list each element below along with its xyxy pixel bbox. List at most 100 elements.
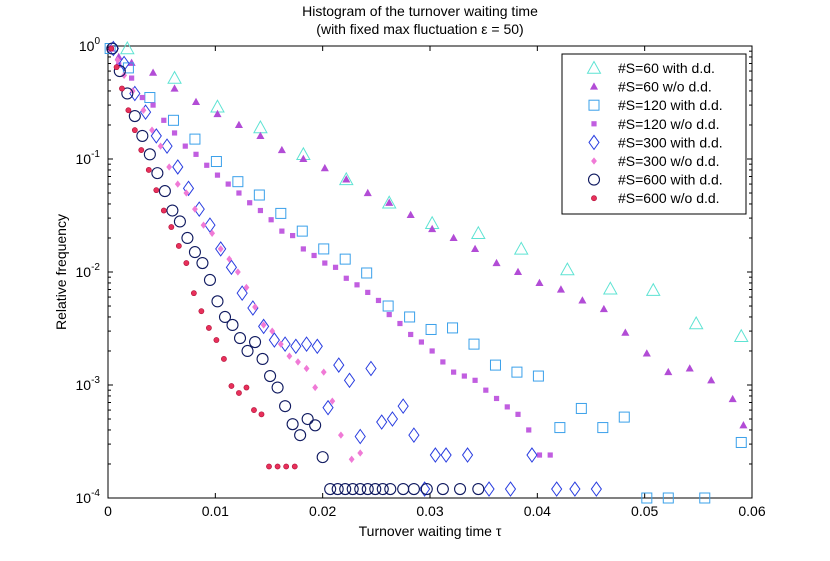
legend-entry: #S=60 w/o d.d.	[589, 79, 712, 95]
data-point	[161, 117, 167, 123]
data-point	[735, 436, 747, 448]
data-point	[279, 400, 292, 413]
data-point	[153, 187, 160, 194]
legend-label: #S=120 w/o d.d.	[618, 116, 720, 132]
data-point	[386, 311, 392, 318]
data-point	[113, 65, 126, 78]
data-point	[173, 215, 186, 228]
legend-box	[561, 53, 747, 215]
data-point	[320, 163, 329, 172]
y-tick-label: 10-3	[76, 375, 101, 393]
data-point	[384, 483, 397, 496]
data-point	[381, 195, 397, 209]
data-point	[192, 205, 198, 213]
data-point	[236, 190, 242, 196]
data-point	[301, 412, 314, 426]
data-point	[150, 128, 162, 144]
data-point	[151, 167, 164, 180]
data-point	[354, 483, 367, 496]
data-point	[204, 217, 216, 233]
data-point	[338, 171, 354, 186]
data-point	[556, 285, 565, 293]
data-point	[461, 373, 467, 379]
data-point	[425, 323, 437, 335]
data-point	[354, 428, 366, 445]
data-point	[279, 228, 285, 234]
data-point	[418, 339, 425, 345]
legend-label: #S=300 with d.d.	[618, 134, 723, 150]
data-point	[662, 492, 674, 504]
data-point	[449, 233, 458, 242]
data-point	[232, 176, 244, 188]
data-point	[560, 262, 575, 276]
data-point	[420, 483, 433, 496]
data-point	[167, 114, 179, 126]
data-point	[200, 221, 207, 229]
data-point	[236, 285, 248, 302]
legend-entry: #S=300 w/o d.d.	[591, 153, 720, 169]
data-point	[251, 407, 257, 413]
data-point	[243, 283, 250, 292]
data-point	[268, 217, 274, 223]
legend-entry: #S=60 with d.d.	[586, 60, 715, 76]
legend-label: #S=300 w/o d.d.	[618, 153, 720, 169]
data-point	[181, 231, 194, 245]
data-point	[157, 142, 164, 150]
data-point	[346, 483, 359, 496]
data-point	[483, 387, 489, 393]
legend-marker	[591, 195, 597, 202]
legend-marker	[586, 60, 602, 74]
data-point	[277, 340, 284, 348]
data-point	[286, 352, 293, 360]
data-point	[354, 282, 360, 288]
legend-marker	[587, 173, 601, 186]
data-point	[182, 180, 195, 197]
data-point	[209, 229, 216, 237]
data-point	[234, 268, 241, 276]
data-point	[243, 384, 250, 391]
data-point	[332, 264, 339, 270]
legend-label: #S=60 with d.d.	[618, 60, 715, 76]
x-tick-label: 0.02	[309, 503, 336, 519]
data-point	[258, 411, 265, 418]
data-point	[369, 483, 382, 496]
y-tick-labels: 10-4 10-3 10-2 10-1 100	[76, 36, 101, 506]
legend-entry: #S=600 with d.d.	[587, 172, 723, 188]
data-point	[554, 422, 566, 434]
data-point	[578, 296, 587, 304]
data-point	[685, 364, 694, 372]
data-point	[131, 127, 138, 134]
data-point	[361, 483, 374, 496]
data-point	[268, 332, 280, 348]
legend-label: #S=600 with d.d.	[618, 172, 723, 188]
data-point	[296, 225, 308, 237]
data-point	[228, 383, 235, 389]
data-point	[436, 483, 449, 496]
data-point	[125, 107, 132, 114]
data-point	[536, 452, 543, 458]
data-point	[149, 68, 158, 76]
data-point	[136, 129, 149, 142]
x-tick-label: 0	[104, 503, 112, 519]
data-point	[226, 318, 239, 331]
series-layer	[104, 40, 749, 504]
data-point	[376, 414, 388, 430]
data-point	[338, 431, 344, 439]
data-point	[382, 300, 394, 312]
data-point	[213, 109, 222, 118]
data-point	[258, 318, 270, 335]
data-point	[468, 338, 480, 350]
data-point	[357, 449, 364, 457]
data-point	[492, 258, 501, 267]
data-point	[196, 257, 209, 270]
legend-entry: #S=600 w/o d.d.	[591, 190, 720, 206]
data-point	[274, 463, 281, 470]
data-point	[324, 483, 337, 496]
data-point	[266, 463, 272, 470]
data-point	[504, 404, 510, 410]
data-point	[386, 411, 399, 427]
data-point	[233, 332, 247, 345]
data-point	[303, 364, 310, 373]
data-point	[311, 338, 323, 355]
